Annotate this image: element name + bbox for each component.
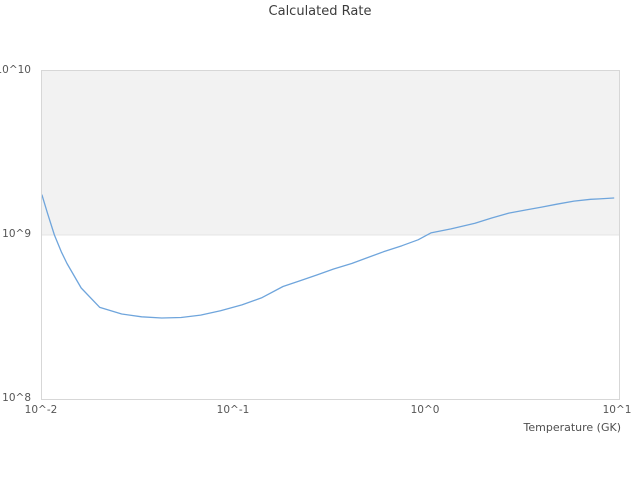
x-tick-label: 10^-1	[216, 404, 250, 416]
y-tick-label: 10^10	[0, 64, 31, 76]
rate-line-series	[42, 194, 615, 319]
plot-svg	[42, 71, 619, 319]
background-band	[42, 71, 619, 235]
x-tick-label: 10^-2	[24, 404, 58, 416]
x-tick-label: 10^1	[602, 404, 632, 416]
y-tick-label: 10^8	[2, 392, 31, 404]
x-axis-title: Temperature (GK)	[523, 421, 622, 434]
y-tick-label: 10^9	[2, 228, 31, 240]
plot-area	[41, 70, 620, 400]
x-tick-label: 10^0	[410, 404, 440, 416]
chart-title: Calculated Rate	[268, 4, 372, 19]
